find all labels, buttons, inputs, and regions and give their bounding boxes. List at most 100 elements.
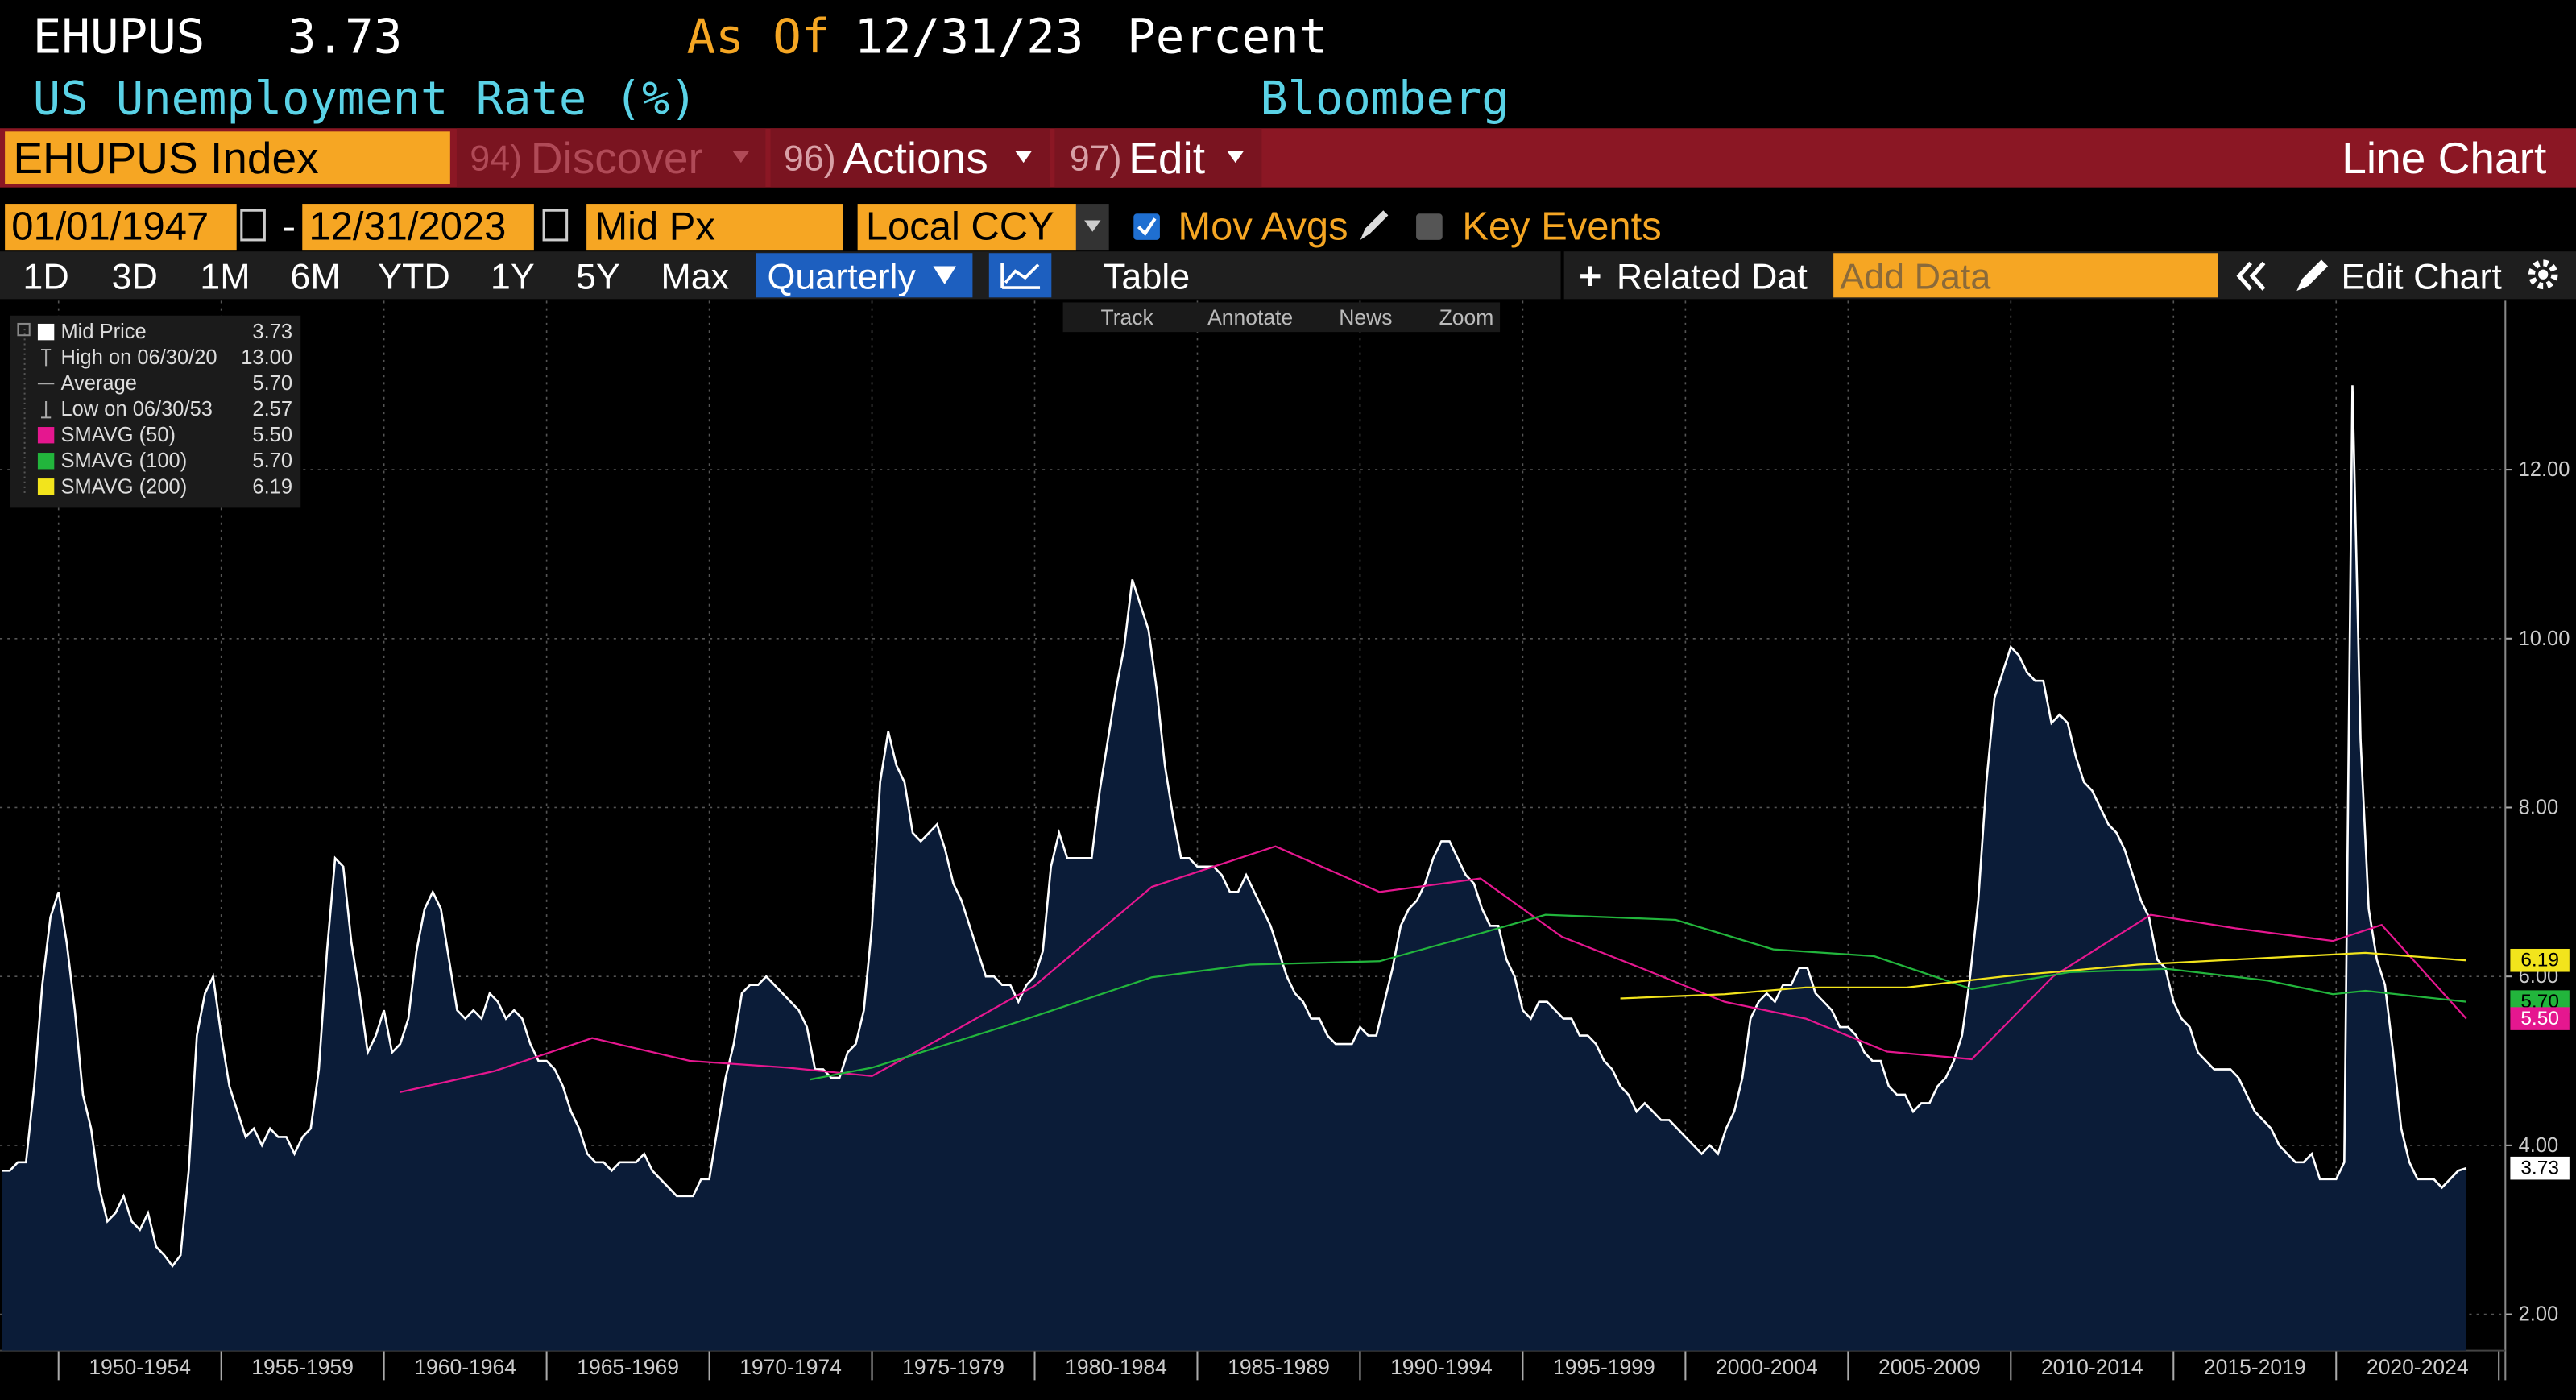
menu-item[interactable] <box>456 128 766 188</box>
chart-tools-background <box>1062 302 1501 333</box>
legend-value: 5.50 <box>252 424 292 446</box>
security-name: US Unemployment Rate (%) <box>33 72 698 126</box>
menu-key: 94) <box>470 137 522 178</box>
security-text: EHUPUS Index <box>13 133 318 183</box>
x-tick-label: 2010-2014 <box>2041 1355 2143 1379</box>
legend-glyph <box>40 348 52 367</box>
legend-label: SMAVG (200) <box>60 475 187 498</box>
range-button[interactable]: 1Y <box>491 255 535 296</box>
menu-item[interactable] <box>770 128 1050 188</box>
add-data-input[interactable] <box>1833 253 2218 298</box>
legend-value: 3.73 <box>252 321 292 343</box>
dropdown-arrow <box>933 266 957 284</box>
pencil-icon <box>2296 259 2329 292</box>
last-value-label: 3.73 <box>2520 1158 2559 1179</box>
x-tick-label: 2015-2019 <box>2204 1355 2306 1379</box>
mov-avgs-label: Mov Avgs <box>1178 205 1348 249</box>
dropdown-arrow <box>1084 220 1101 232</box>
add-data-placeholder: Add Data <box>1840 255 1990 296</box>
news-tool[interactable]: News <box>1339 305 1392 329</box>
field-input[interactable] <box>586 204 843 251</box>
key-events-label: Key Events <box>1462 205 1662 249</box>
zoom-tool[interactable]: Zoom <box>1439 305 1494 329</box>
toolbar: 1D 3D 1M 6M YTD 1Y 5Y Max Quarterly Table Relat… <box>0 251 2576 300</box>
end-date-input[interactable] <box>302 204 534 251</box>
range-button[interactable]: YTD <box>378 255 450 296</box>
dropdown-arrow <box>732 151 750 164</box>
legend: Mid Price 3.73 High on 06/30/20 13.00 Averag… <box>10 315 301 508</box>
menu-label: Edit <box>1129 133 1205 183</box>
x-tick-label: 1950-1954 <box>89 1355 191 1379</box>
legend-label: Mid Price <box>60 321 146 343</box>
start-date-input[interactable] <box>5 204 237 251</box>
period-button[interactable] <box>756 253 973 298</box>
x-tick-label: 1955-1959 <box>251 1355 354 1379</box>
x-tick-label: 1975-1979 <box>902 1355 1004 1379</box>
moving-average-line <box>400 845 2467 1093</box>
last-value-label: 6.19 <box>2520 950 2559 971</box>
edit-chart-button[interactable]: Edit Chart <box>2341 255 2502 296</box>
pencil-icon[interactable] <box>1360 210 1389 240</box>
date-separator: - <box>283 205 296 249</box>
y-tick-label: 8.00 <box>2519 796 2559 818</box>
x-tick-label: 2000-2004 <box>1716 1355 1818 1379</box>
menu-label: Discover <box>531 133 703 183</box>
menu-key: 96) <box>784 137 836 178</box>
related-data-button[interactable]: Related Dat <box>1617 255 1808 296</box>
last-value-tag <box>2510 1007 2570 1030</box>
legend-glyph <box>40 401 52 419</box>
x-tick-label: 1985-1989 <box>1228 1355 1330 1379</box>
key-events-checkbox[interactable] <box>1416 213 1443 240</box>
x-tick-label: 1960-1964 <box>414 1355 516 1379</box>
menu-bar: EHUPUS Index 94) Discover 96) Actions 97… <box>0 128 2576 188</box>
calendar-icon[interactable] <box>542 209 569 242</box>
range-button[interactable]: 5Y <box>576 255 620 296</box>
legend-label: High on 06/30/20 <box>60 346 217 369</box>
moving-average-line <box>1620 951 2466 1000</box>
last-value: 3.73 <box>288 9 402 64</box>
table-button[interactable]: Table <box>1104 255 1190 296</box>
currency-input[interactable] <box>857 204 1076 251</box>
legend-label: Average <box>60 372 136 395</box>
gear-icon[interactable] <box>2528 259 2558 290</box>
start-date: 01/01/1947 <box>11 205 209 249</box>
range-button[interactable]: 3D <box>112 255 158 296</box>
price-line <box>2 385 2467 1269</box>
settings-row: 01/01/1947 - 12/31/2023 Mid Px Local CCY… <box>5 204 1662 251</box>
field: Mid Px <box>594 205 715 249</box>
range-buttons: 1D 3D 1M 6M YTD 1Y 5Y Max <box>23 255 729 296</box>
range-button[interactable]: Max <box>661 255 729 296</box>
security-input[interactable] <box>5 131 450 184</box>
x-tick-label: 1995-1999 <box>1553 1355 1655 1379</box>
plus-icon <box>1580 266 1601 287</box>
menu-key: 97) <box>1070 137 1122 178</box>
legend-value: 13.00 <box>241 346 292 369</box>
view-name: Line Chart <box>2342 133 2546 183</box>
track-tool[interactable]: Track <box>1100 305 1153 329</box>
range-button[interactable]: 6M <box>290 255 340 296</box>
chart-tools: Track Annotate News Zoom <box>1062 302 1501 333</box>
menu-label: Actions <box>843 133 988 183</box>
mov-avgs-checkbox[interactable] <box>1133 213 1160 240</box>
gear-center <box>2538 269 2549 280</box>
y-tick-label: 2.00 <box>2519 1303 2559 1326</box>
range-button[interactable]: 1D <box>23 255 68 296</box>
moving-average-line <box>810 913 2466 1081</box>
as-of-date: 12/31/23 <box>855 9 1084 64</box>
range-button[interactable]: 1M <box>200 255 250 296</box>
period: Quarterly <box>767 255 916 296</box>
legend-label: Low on 06/30/53 <box>60 398 212 420</box>
calendar-icon[interactable] <box>240 209 266 242</box>
header: EHUPUS 3.73 As Of 12/31/23 Percent US Un… <box>33 9 1510 126</box>
y-tick-label: 10.00 <box>2519 628 2570 650</box>
legend-collapse[interactable] <box>17 322 31 337</box>
legend-value: 5.70 <box>252 449 292 472</box>
collapse-icon[interactable] <box>2236 261 2266 291</box>
annotate-tool[interactable]: Annotate <box>1207 305 1293 329</box>
dropdown-arrow <box>1227 151 1244 164</box>
menu-item[interactable] <box>1054 128 1262 188</box>
units: Percent <box>1127 9 1327 64</box>
legend-value: 5.70 <box>252 372 292 395</box>
